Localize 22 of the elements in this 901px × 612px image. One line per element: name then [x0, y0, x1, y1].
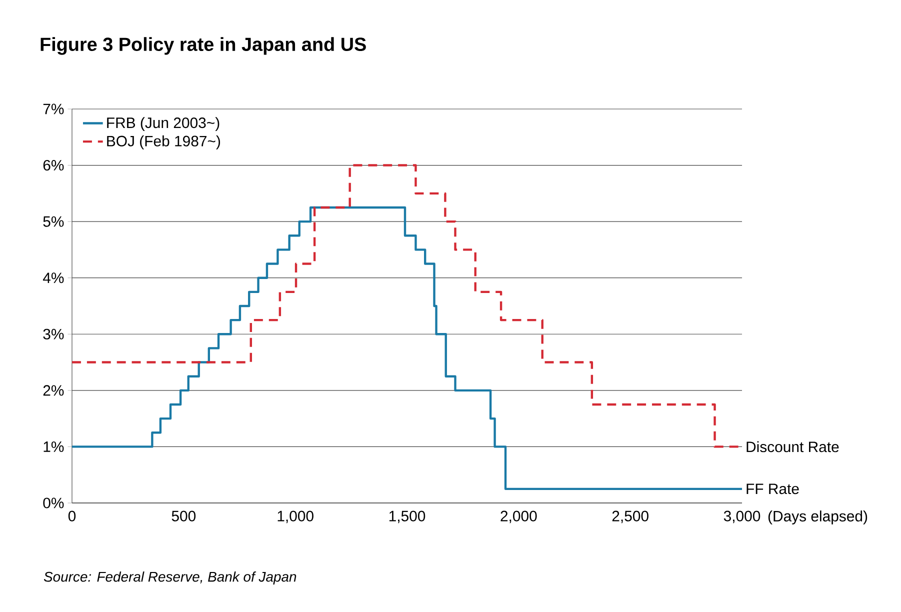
chart-title: Figure 3 Policy rate in Japan and US — [40, 37, 366, 55]
y-tick-label: 4% — [42, 272, 64, 284]
x-tick-label: 1,500 — [389, 510, 426, 524]
y-tick-label: 2% — [43, 385, 64, 396]
y-tick-label: 5% — [43, 216, 64, 227]
y-tick-label: 3% — [43, 328, 64, 340]
legend-label: BOJ (Feb 1987~) — [107, 135, 220, 150]
y-tick-label: 0% — [43, 498, 64, 508]
x-tick-label: 2,000 — [500, 510, 537, 524]
y-tick-label: 1% — [44, 441, 64, 452]
legend-label: FRB (Jun 2003~) — [107, 117, 220, 132]
x-axis-title: (Days elapsed) — [768, 510, 868, 524]
y-tick-label: 7% — [43, 104, 64, 114]
annotation: FF Rate — [746, 484, 799, 494]
x-tick-label: 3,000 — [724, 510, 760, 524]
y-tick-label: 6% — [43, 160, 64, 171]
x-tick-label: 1,000 — [278, 510, 314, 524]
x-tick-label: 500 — [172, 510, 196, 522]
annotation: Discount Rate — [746, 441, 839, 452]
x-tick-label: 2,500 — [612, 510, 648, 524]
source-note: Source: Federal Reserve, Bank of Japan — [44, 571, 296, 584]
x-tick-label: 0 — [68, 510, 76, 522]
